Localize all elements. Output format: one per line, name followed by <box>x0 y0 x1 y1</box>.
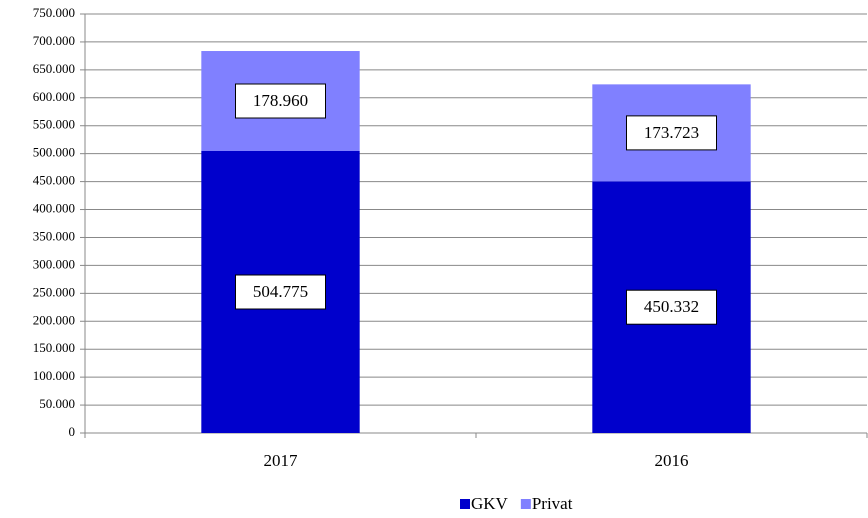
y-tick-label: 150.000 <box>33 340 75 355</box>
y-tick-label: 400.000 <box>33 201 75 216</box>
x-tick-label: 2017 <box>264 451 299 470</box>
y-tick-label: 300.000 <box>33 256 75 271</box>
y-tick-label: 550.000 <box>33 117 75 132</box>
y-tick-label: 500.000 <box>33 145 75 160</box>
y-tick-label: 450.000 <box>33 173 75 188</box>
data-label: 178.960 <box>253 91 308 110</box>
data-label-box <box>626 115 717 151</box>
legend-swatch <box>460 499 470 509</box>
y-tick-label: 100.000 <box>33 368 75 383</box>
legend-swatch <box>520 499 531 509</box>
y-tick-label: 700.000 <box>33 33 75 48</box>
data-label-box <box>235 83 326 119</box>
y-tick-label: 650.000 <box>33 61 75 76</box>
legend-label: GKV <box>471 494 509 513</box>
y-tick-label: 200.000 <box>33 312 75 327</box>
y-tick-label: 50.000 <box>39 396 75 411</box>
x-tick-label: 2016 <box>655 451 689 470</box>
data-label: 504.775 <box>253 282 308 301</box>
data-label: 173.723 <box>644 123 699 142</box>
data-label: 450.332 <box>644 297 699 316</box>
y-tick-label: 600.000 <box>33 89 75 104</box>
data-label-box <box>626 289 717 325</box>
y-tick-label: 0 <box>69 424 76 439</box>
data-label-box <box>235 274 326 310</box>
legend-label: Privat <box>532 494 573 513</box>
y-tick-label: 750.000 <box>33 5 75 20</box>
y-tick-label: 250.000 <box>33 284 75 299</box>
y-tick-label: 350.000 <box>33 228 75 243</box>
